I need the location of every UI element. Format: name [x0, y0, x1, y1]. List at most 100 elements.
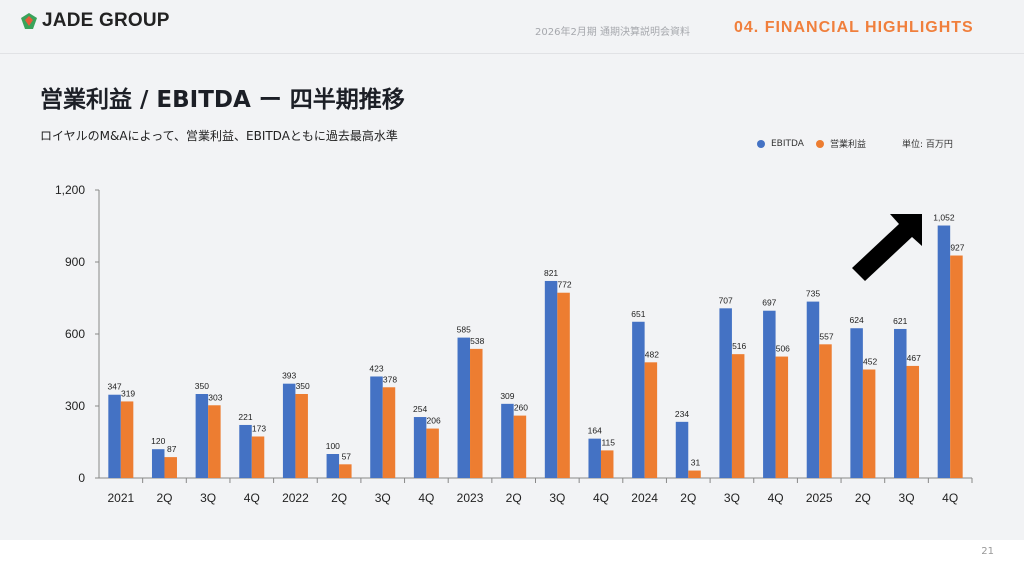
op-data-label: 173	[252, 423, 266, 433]
x-tick-label: 2021	[107, 491, 134, 505]
bar-chart: 03006009001,20020213473192Q120873Q350303…	[55, 183, 973, 505]
slide: JADE GROUP 2026年2月期 通期決算説明会資料 04. FINANC…	[0, 0, 1024, 540]
x-tick-label: 4Q	[768, 491, 784, 505]
op-data-label: 206	[427, 416, 441, 426]
ebitda-data-label: 624	[850, 315, 864, 325]
jade-logo-icon	[21, 13, 37, 29]
y-tick-label: 1,200	[55, 183, 85, 197]
header: JADE GROUP 2026年2月期 通期決算説明会資料 04. FINANC…	[0, 0, 1024, 54]
op-data-label: 516	[732, 341, 746, 351]
legend-op-swatch	[815, 139, 824, 148]
x-tick-label: 2022	[282, 491, 309, 505]
ebitda-data-label: 1,052	[933, 213, 955, 223]
x-tick-label: 2023	[457, 491, 484, 505]
op-data-label: 350	[296, 381, 310, 391]
op-bar	[208, 405, 221, 478]
ebitda-data-label: 164	[588, 426, 602, 436]
op-data-label: 557	[819, 331, 833, 341]
op-data-label: 378	[383, 374, 397, 384]
op-data-label: 57	[342, 451, 352, 461]
x-tick-label: 2Q	[156, 491, 172, 505]
ebitda-bar	[632, 321, 645, 478]
up-arrow-icon	[852, 214, 922, 281]
op-data-label: 31	[691, 458, 701, 468]
ebitda-data-label: 254	[413, 404, 427, 414]
op-bar	[775, 356, 789, 478]
ebitda-bar	[239, 424, 252, 478]
ebitda-data-label: 707	[719, 295, 733, 305]
op-bar	[339, 464, 352, 478]
op-data-label: 319	[121, 388, 135, 398]
logo: JADE GROUP	[20, 10, 170, 32]
ebitda-data-label: 821	[544, 268, 558, 278]
op-data-label: 927	[950, 243, 964, 253]
op-bar	[731, 354, 745, 478]
op-data-label: 506	[776, 344, 790, 354]
x-tick-label: 2025	[806, 491, 833, 505]
ebitda-data-label: 347	[107, 382, 121, 392]
op-bar	[120, 401, 134, 478]
x-tick-label: 3Q	[375, 491, 391, 505]
x-tick-label: 3Q	[200, 491, 216, 505]
op-bar	[819, 344, 832, 478]
op-bar	[251, 436, 265, 478]
y-tick-label: 0	[78, 471, 85, 485]
op-data-label: 538	[470, 336, 484, 346]
x-tick-label: 3Q	[549, 491, 565, 505]
subtitle: ロイヤルのM&Aによって、営業利益、EBITDAともに過去最高水準	[40, 129, 398, 143]
op-data-label: 772	[557, 280, 571, 290]
op-data-label: 260	[514, 403, 528, 413]
ebitda-data-label: 423	[369, 363, 383, 373]
page-number: 21	[981, 546, 994, 557]
ebitda-bar	[413, 417, 427, 478]
legend-ebitda-swatch	[757, 139, 765, 148]
op-bar	[426, 428, 439, 478]
ebitda-data-label: 221	[238, 412, 252, 422]
ebitda-bar	[151, 449, 165, 478]
section-title: 04. FINANCIAL HIGHLIGHTS	[734, 19, 974, 36]
ebitda-data-label: 393	[282, 371, 296, 381]
legend-op-label: 営業利益	[829, 140, 866, 150]
ebitda-bar	[501, 403, 514, 478]
op-bar	[164, 457, 177, 478]
ebitda-bar	[108, 394, 121, 478]
op-data-label: 115	[601, 437, 615, 447]
x-tick-label: 2Q	[855, 491, 871, 505]
ebitda-data-label: 309	[500, 391, 514, 401]
op-bar	[295, 394, 308, 478]
x-tick-label: 2Q	[506, 491, 522, 505]
x-tick-label: 3Q	[724, 491, 740, 505]
x-tick-label: 2Q	[331, 491, 347, 505]
x-tick-label: 4Q	[593, 491, 609, 505]
ebitda-bar	[195, 394, 209, 478]
legend-ebitda-label: EBITDA	[771, 138, 804, 149]
op-bar	[906, 365, 920, 478]
ebitda-data-label: 651	[631, 309, 645, 319]
x-tick-label: 4Q	[244, 491, 260, 505]
ebitda-bar	[588, 438, 601, 478]
y-tick-label: 300	[65, 399, 85, 413]
ebitda-bar	[282, 383, 296, 478]
ebitda-bar	[326, 454, 340, 478]
op-data-label: 303	[208, 392, 222, 402]
op-data-label: 452	[863, 357, 877, 367]
op-bar	[557, 292, 570, 478]
ebitda-data-label: 234	[675, 409, 689, 419]
op-bar	[600, 450, 614, 478]
op-bar	[382, 387, 396, 478]
ebitda-bar	[370, 376, 383, 478]
op-bar	[950, 255, 963, 478]
ebitda-bar	[763, 310, 776, 478]
op-bar	[688, 470, 701, 478]
op-bar	[862, 369, 876, 478]
x-tick-label: 4Q	[418, 491, 434, 505]
x-tick-label: 2024	[631, 491, 658, 505]
ebitda-bar	[806, 301, 820, 478]
ebitda-data-label: 100	[326, 441, 340, 451]
ebitda-bar	[894, 328, 907, 478]
op-data-label: 482	[645, 349, 659, 359]
ebitda-bar	[850, 328, 863, 478]
ebitda-data-label: 120	[151, 436, 165, 446]
op-bar	[644, 362, 658, 478]
unit-label: 単位: 百万円	[901, 140, 953, 150]
